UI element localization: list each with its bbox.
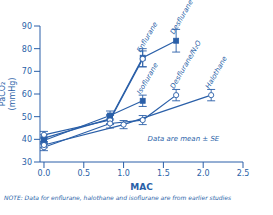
- svg-text:MAC: MAC: [130, 182, 153, 190]
- svg-text:Isoflurane: Isoflurane: [135, 62, 159, 96]
- svg-text:2.5: 2.5: [237, 169, 250, 178]
- svg-text:30: 30: [22, 158, 32, 167]
- svg-text:2.0: 2.0: [197, 169, 210, 178]
- svg-text:60: 60: [22, 90, 32, 99]
- html-text:Data are mean ± SE: Data are mean ± SE: [147, 135, 220, 144]
- svg-text:Halothane: Halothane: [204, 55, 229, 90]
- svg-text:Desflurane: Desflurane: [169, 0, 195, 36]
- svg-text:Desflurane/N₂O: Desflurane/N₂O: [169, 39, 203, 90]
- svg-text:0.0: 0.0: [38, 169, 51, 178]
- svg-text:PaCO₂(mmHg): PaCO₂(mmHg): [8, 78, 17, 111]
- svg-text:90: 90: [22, 22, 32, 31]
- svg-text:Enflurane: Enflurane: [135, 21, 159, 54]
- html-text:NOTE: Data for enflurane, halo: NOTE: Data for enflurane, halothane and …: [4, 194, 232, 201]
- svg-text:0.5: 0.5: [77, 169, 90, 178]
- svg-text:50: 50: [22, 113, 32, 122]
- svg-text:1.0: 1.0: [117, 169, 130, 178]
- svg-text:70: 70: [22, 67, 32, 76]
- svg-text:1.5: 1.5: [157, 169, 170, 178]
- svg-text:80: 80: [22, 45, 32, 54]
- svg-text:40: 40: [22, 135, 32, 144]
